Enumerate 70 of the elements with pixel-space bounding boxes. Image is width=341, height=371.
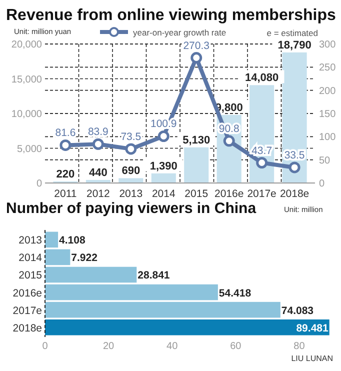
point: [158, 130, 170, 142]
y-tick-label: 2015: [18, 270, 42, 282]
point: [288, 162, 300, 174]
bar: [184, 147, 209, 183]
data-label: 43.7: [252, 144, 272, 157]
y-tick-label: 2016e: [12, 287, 42, 300]
bar: [45, 249, 70, 266]
x-tick-label: 2012: [86, 188, 110, 200]
y-tick-label: 2014: [18, 252, 42, 264]
y-tick-label: 2013: [18, 234, 42, 247]
data-label: 220: [56, 168, 75, 180]
point: [223, 135, 235, 147]
y2-tick-label: 100: [319, 132, 336, 144]
y2-tick-label: 150: [319, 109, 336, 120]
x-tick-label: 2013: [119, 188, 143, 200]
data-label: 18,790: [278, 39, 312, 52]
point: [190, 52, 202, 64]
x-tick-label: 60: [230, 341, 242, 352]
chart-title: Number of paying viewers in China: [6, 200, 257, 217]
bar: [45, 266, 137, 283]
y-tick-label: 10,000: [11, 109, 42, 120]
data-label: 54.418: [218, 287, 252, 300]
bar: [45, 232, 58, 248]
x-tick-label: 40: [166, 341, 178, 352]
bar: [45, 319, 330, 336]
y-tick-label: 2017e: [12, 304, 42, 317]
point: [60, 139, 72, 151]
bar: [45, 284, 218, 300]
y-tick-label: 2018e: [12, 322, 42, 334]
data-label: 89.481: [296, 322, 328, 334]
x-tick-label: 2014: [152, 188, 176, 200]
data-label: 5,130: [182, 134, 210, 146]
data-label: 1,390: [150, 160, 178, 172]
data-label: 28.841: [138, 270, 170, 282]
y2-tick-label: 50: [319, 155, 331, 166]
bar: [45, 302, 280, 318]
y-tick-label: 0: [36, 178, 42, 190]
data-label: 7.922: [71, 252, 98, 264]
x-tick-label: 2016e: [214, 188, 244, 200]
text: LIU LUNAN: [291, 354, 334, 363]
x-tick-label: 2018e: [280, 188, 310, 200]
x-tick-label: 2011: [54, 188, 77, 200]
text: e = estimated: [266, 28, 318, 38]
x-tick-label: 2015: [184, 188, 208, 200]
legend-label: year-on-year growth rate: [133, 28, 226, 38]
x-tick-label: 80: [294, 341, 306, 352]
y2-tick-label: 200: [319, 86, 336, 97]
x-tick-label: 2017e: [247, 188, 277, 200]
point: [256, 157, 268, 168]
data-label: 74.083: [281, 304, 314, 317]
y2-tick-label: 0: [319, 178, 325, 190]
data-label: 440: [89, 166, 108, 179]
data-label: 4.108: [59, 234, 86, 247]
data-label: 690: [122, 165, 140, 178]
point: [125, 143, 137, 155]
point: [92, 138, 104, 150]
y-tick-label: 15,000: [11, 74, 42, 86]
bar: [118, 178, 144, 183]
data-label: 83.9: [88, 126, 109, 138]
y-tick-label: 5,000: [16, 144, 42, 155]
x-tick-label: 20: [102, 341, 115, 352]
data-label: 270.3: [183, 40, 210, 52]
y2-tick-label: 300: [319, 40, 336, 50]
y2-tick-label: 250: [319, 62, 336, 74]
data-label: 33.5: [284, 149, 305, 162]
data-label: 14,080: [244, 72, 279, 84]
y-tick-label: 20,000: [11, 40, 42, 50]
bar: [151, 173, 176, 183]
bar: [282, 52, 307, 183]
chart-title: Revenue from online viewing memberships: [6, 7, 336, 24]
